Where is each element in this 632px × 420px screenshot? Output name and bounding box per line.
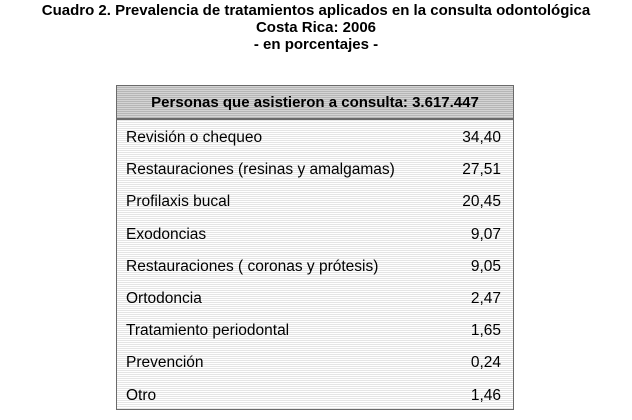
table-body: Revisión o chequeo 34,40 Restauraciones … [117,122,513,412]
row-label: Profilaxis bucal [126,193,231,211]
table-row: Ortodoncia 2,47 [117,283,513,315]
row-label: Exodoncias [126,225,207,243]
document-title: Cuadro 2. Prevalencia de tratamientos ap… [0,2,632,53]
row-value: 27,51 [462,161,501,179]
table-row: Revisión o chequeo 34,40 [117,122,513,154]
treatments-table: Personas que asistieron a consulta: 3.61… [116,85,514,410]
table-row: Tratamiento periodontal 1,65 [117,315,513,347]
table-row: Prevención 0,24 [117,347,513,379]
row-value: 9,05 [470,257,501,275]
table-row: Profilaxis bucal 20,45 [117,186,513,218]
table-row: Otro 1,46 [117,380,513,412]
table-row: Restauraciones (resinas y amalgamas) 27,… [117,154,513,186]
row-value: 2,47 [470,290,501,308]
row-value: 0,24 [470,354,501,372]
row-label: Prevención [126,354,204,372]
title-line-units: - en porcentajes - [253,36,379,53]
row-label: Ortodoncia [126,290,202,308]
table-row: Exodoncias 9,07 [117,219,513,251]
row-label: Restauraciones ( coronas y prótesis) [126,257,379,275]
table-header: Personas que asistieron a consulta: 3.61… [117,86,513,120]
row-value: 1,46 [470,386,501,404]
row-label: Tratamiento periodontal [126,322,290,340]
table-row: Restauraciones ( coronas y prótesis) 9,0… [117,251,513,283]
title-line-country-year: Costa Rica: 2006 [255,19,377,36]
row-label: Restauraciones (resinas y amalgamas) [126,161,395,179]
row-value: 9,07 [470,225,501,243]
row-label: Revisión o chequeo [126,129,263,147]
row-value: 1,65 [470,322,501,340]
row-value: 20,45 [462,193,501,211]
row-value: 34,40 [462,129,501,147]
row-label: Otro [126,386,157,404]
title-line-main: Cuadro 2. Prevalencia de tratamientos ap… [41,2,591,19]
